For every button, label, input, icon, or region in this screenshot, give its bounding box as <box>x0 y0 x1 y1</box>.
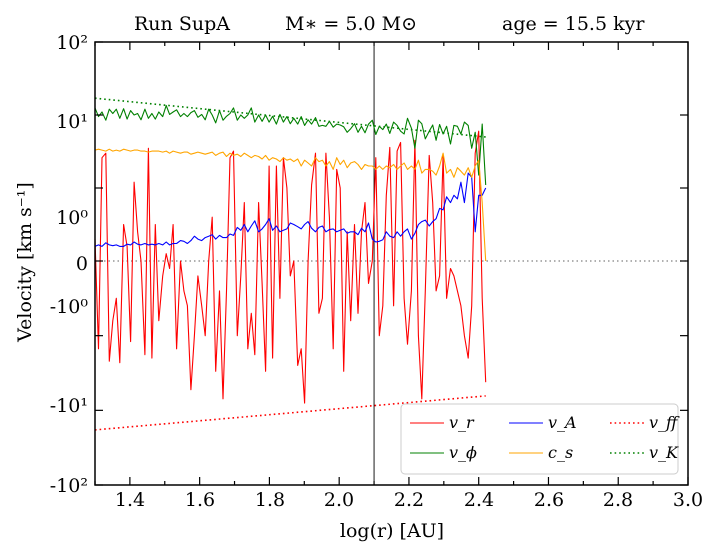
y-tick-label: 0 <box>76 253 88 275</box>
x-axis-label: log(r) [AU] <box>340 520 444 542</box>
x-tick-label: 2.4 <box>464 489 494 511</box>
plot-frame <box>94 41 689 486</box>
ticks-group <box>94 41 689 486</box>
y-tick-labels: 10² 10¹ 10⁰ 0 -10⁰ -10¹ -10² <box>50 32 89 497</box>
legend: v_r v_ϕ v_A c_s v_ff v_K <box>400 403 680 475</box>
x-tick-label: 1.8 <box>255 489 285 511</box>
legend-label: v_ff <box>649 413 680 432</box>
series-line-vr <box>94 130 487 404</box>
series-line-vk <box>94 97 486 138</box>
chart-title-age: age = 15.5 kyr <box>502 13 645 35</box>
chart-title-run: Run SupA <box>134 13 230 35</box>
legend-label: v_A <box>548 413 577 432</box>
series-line-vff <box>94 395 486 431</box>
x-tick-label: 3.0 <box>673 489 703 511</box>
y-tick-label: -10¹ <box>50 395 88 417</box>
x-tick-label: 1.6 <box>185 489 215 511</box>
series-line-cs <box>94 148 487 262</box>
legend-label: v_K <box>649 443 679 462</box>
legend-box <box>400 403 679 475</box>
legend-label: v_r <box>449 413 475 432</box>
y-tick-label: -10² <box>50 475 88 497</box>
legend-label: v_ϕ <box>449 443 477 462</box>
x-tick-label: 1.4 <box>115 489 145 511</box>
legend-label: c_s <box>548 443 573 462</box>
y-tick-label: 10¹ <box>56 111 88 133</box>
series-group <box>94 97 487 431</box>
y-tick-label: 10² <box>56 32 88 54</box>
x-tick-label: 2.6 <box>534 489 564 511</box>
x-tick-label: 2.8 <box>603 489 633 511</box>
y-axis-label: Velocity [km s⁻¹] <box>14 182 36 343</box>
series-line-v <box>94 104 487 186</box>
x-tick-labels: 1.4 1.6 1.8 2.0 2.2 2.4 2.6 2.8 3.0 <box>115 489 703 511</box>
x-tick-label: 2.0 <box>324 489 354 511</box>
y-tick-label: 10⁰ <box>56 207 88 229</box>
x-tick-label: 2.2 <box>394 489 424 511</box>
series-line-va <box>94 172 487 247</box>
y-tick-label: -10⁰ <box>50 296 89 318</box>
chart-title-mass: M∗ = 5.0 M⊙ <box>285 13 417 35</box>
